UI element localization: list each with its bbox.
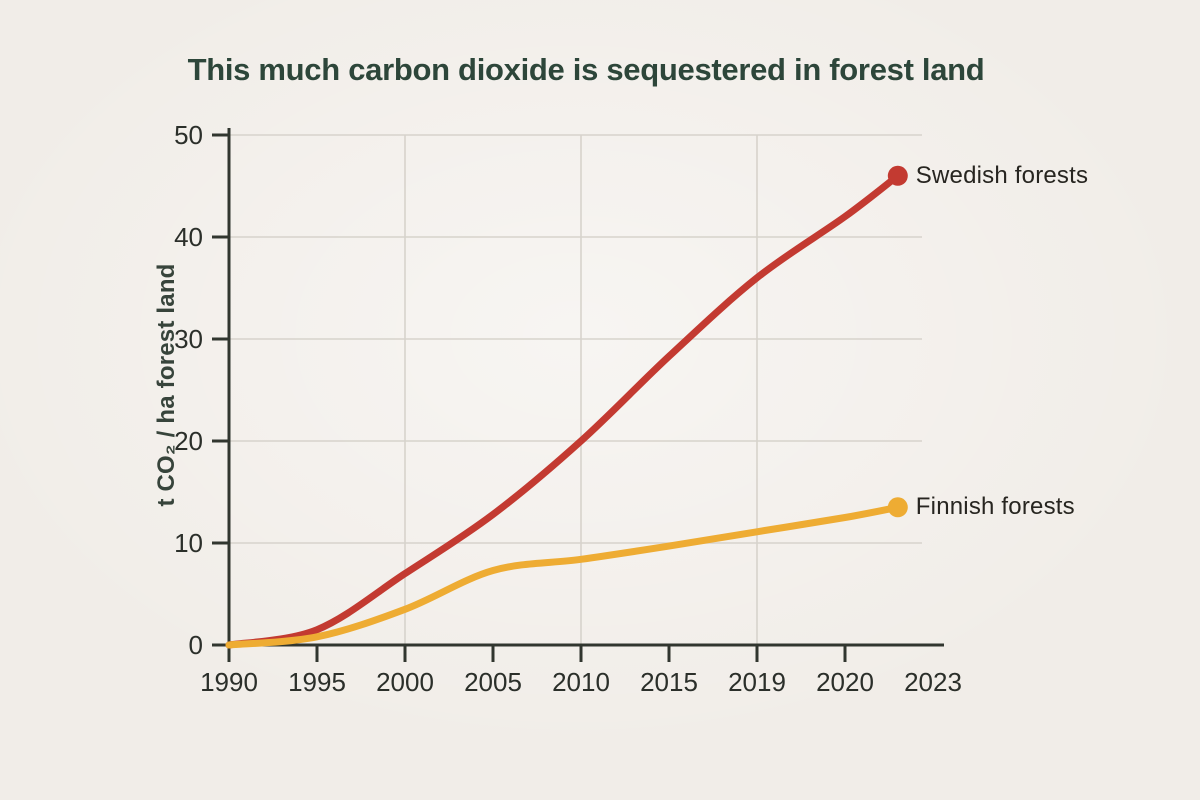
legend-label-finnish-forests: Finnish forests bbox=[915, 493, 1075, 521]
x-tick-label: 2010 bbox=[552, 667, 610, 697]
series-line-finnish-forests bbox=[225, 503, 902, 649]
y-tick-label: 30 bbox=[174, 324, 203, 354]
y-tick-label: 50 bbox=[174, 120, 203, 150]
x-tick-label: 2019 bbox=[728, 667, 786, 697]
x-tick-label: 2015 bbox=[640, 667, 698, 697]
series-line-swedish-forests bbox=[225, 172, 902, 649]
x-tick-label: 2020 bbox=[816, 667, 874, 697]
legend-label-swedish-forests: Swedish forests bbox=[915, 161, 1089, 189]
x-tick-label: 1995 bbox=[288, 667, 346, 697]
y-tick-label: 10 bbox=[174, 528, 203, 558]
x-tick-label: 2000 bbox=[376, 667, 434, 697]
y-tick-label: 40 bbox=[174, 222, 203, 252]
chart-title: This much carbon dioxide is sequestered … bbox=[187, 52, 985, 87]
x-tick-label: 1990 bbox=[200, 667, 258, 697]
y-tick-label: 20 bbox=[174, 426, 203, 456]
x-tick-label: 2005 bbox=[464, 667, 522, 697]
x-tick-label: 2023 bbox=[904, 667, 962, 697]
series-end-dot bbox=[887, 165, 908, 186]
y-tick-label: 0 bbox=[189, 630, 203, 660]
series-end-dot bbox=[887, 497, 908, 518]
